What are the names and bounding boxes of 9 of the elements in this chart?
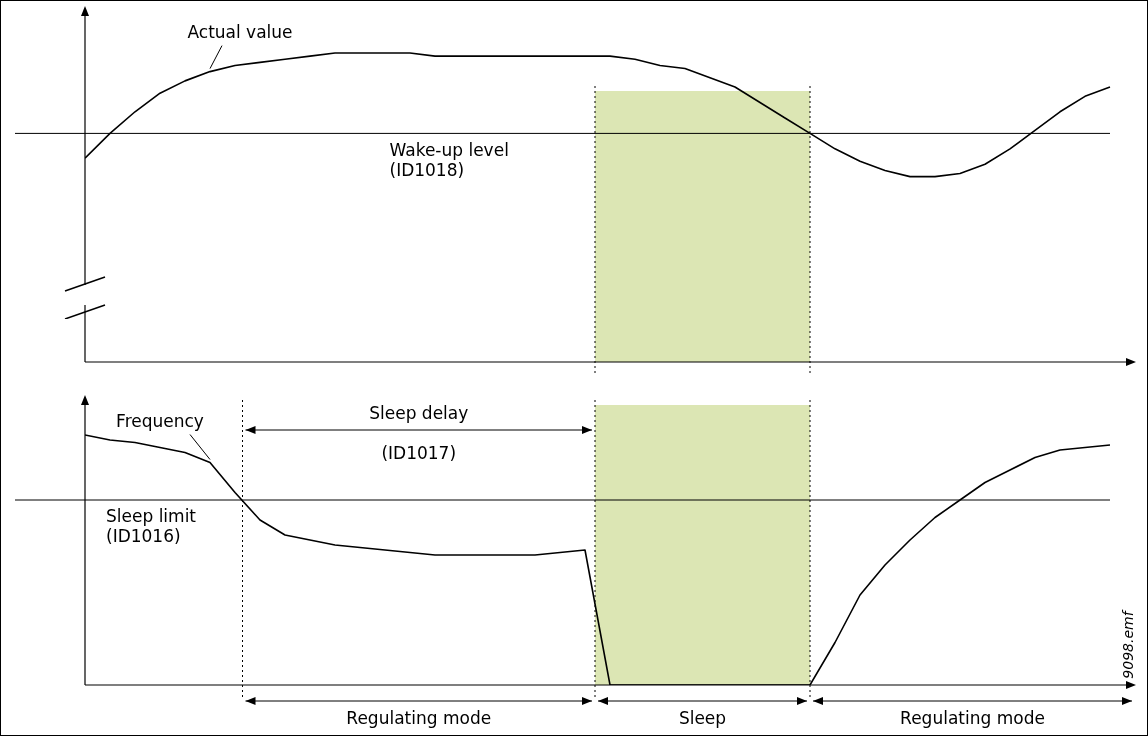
annotation: 9098.emf xyxy=(1119,609,1136,679)
ref-line-label: Wake-up level (ID1018) xyxy=(389,139,509,180)
text: Regulating mode xyxy=(900,708,1045,729)
series-label: Frequency xyxy=(116,410,204,431)
text: Sleep xyxy=(678,708,727,729)
ref-line-label: Sleep limit (ID1016) xyxy=(106,506,197,547)
text: Regulating mode xyxy=(346,708,492,729)
annotation: Sleep delay (ID1017) xyxy=(369,403,469,464)
series-label: Actual value xyxy=(187,22,293,43)
